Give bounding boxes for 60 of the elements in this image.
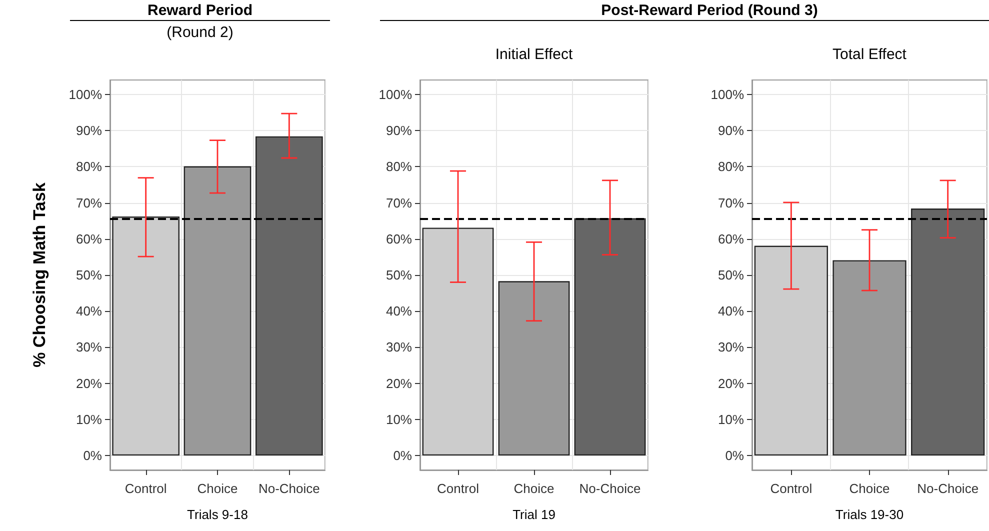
x-tick-label: Control (437, 481, 480, 496)
y-tick-label: 30% (386, 340, 412, 355)
y-tick-label: 60% (76, 231, 102, 246)
y-tick-label: 100% (68, 86, 102, 102)
x-axis-title: Trial 19 (512, 507, 556, 522)
x-tick-label: No-Choice (258, 481, 320, 496)
bar (422, 228, 494, 456)
chart-title: Reward Period (70, 2, 330, 21)
x-tick-label: Choice (514, 481, 554, 496)
y-tick-label: 20% (386, 376, 412, 391)
x-tick-label: No-Choice (917, 481, 979, 496)
bar (911, 208, 985, 456)
y-tick-label: 60% (386, 231, 412, 246)
y-tick-label: 0% (393, 448, 412, 464)
y-tick-label: 30% (718, 340, 744, 355)
y-tick-label: 10% (718, 412, 744, 427)
x-tick-label: No-Choice (579, 481, 641, 496)
y-tick-label: 100% (710, 86, 744, 102)
y-tick-label: 80% (718, 159, 744, 174)
text: Post-Reward Period (Round 3) (380, 2, 989, 21)
x-tick-label: Choice (197, 481, 238, 496)
bar (498, 281, 570, 456)
y-tick-label: 50% (386, 268, 412, 282)
y-tick-label: 10% (76, 412, 102, 427)
y-axis-title: % Choosing Math Task (30, 182, 49, 368)
bar (832, 260, 906, 456)
y-tick-label: 60% (718, 231, 744, 246)
chart-subtitle: Initial Effect (494, 46, 574, 63)
y-tick-label: 100% (378, 86, 412, 102)
x-tick-label: Control (124, 481, 167, 496)
y-tick-label: 40% (76, 304, 102, 319)
x-tick-label: Control (770, 481, 812, 496)
bar (574, 218, 646, 456)
y-tick-label: 70% (76, 195, 102, 210)
chart-subtitle: (Round 2) (166, 24, 234, 41)
y-tick-label: 90% (386, 123, 412, 138)
y-tick-label: 20% (76, 376, 102, 391)
x-axis-title: Trials 9-18 (187, 507, 248, 522)
bar (754, 246, 828, 456)
x-tick-label: Choice (849, 481, 890, 496)
y-tick-label: 20% (718, 376, 744, 391)
y-tick-label: 10% (386, 412, 412, 427)
y-tick-label: 80% (76, 159, 102, 174)
y-tick-label: 70% (386, 195, 412, 210)
bar (255, 136, 323, 456)
y-tick-label: 90% (76, 123, 102, 138)
y-tick-label: 30% (76, 340, 102, 355)
y-tick-label: 0% (83, 448, 102, 464)
y-tick-label: 40% (718, 304, 744, 319)
y-tick-label: 0% (725, 448, 744, 464)
y-tick-label: 50% (76, 268, 102, 282)
bar (184, 166, 252, 456)
chart-subtitle: Total Effect (832, 46, 908, 63)
y-tick-label: 70% (718, 195, 744, 210)
y-tick-label: 40% (386, 304, 412, 319)
y-tick-label: 90% (718, 123, 744, 138)
x-axis-title: Trials 19-30 (835, 507, 904, 522)
bar (112, 216, 180, 456)
y-tick-label: 80% (386, 159, 412, 174)
y-tick-label: 50% (718, 268, 744, 282)
